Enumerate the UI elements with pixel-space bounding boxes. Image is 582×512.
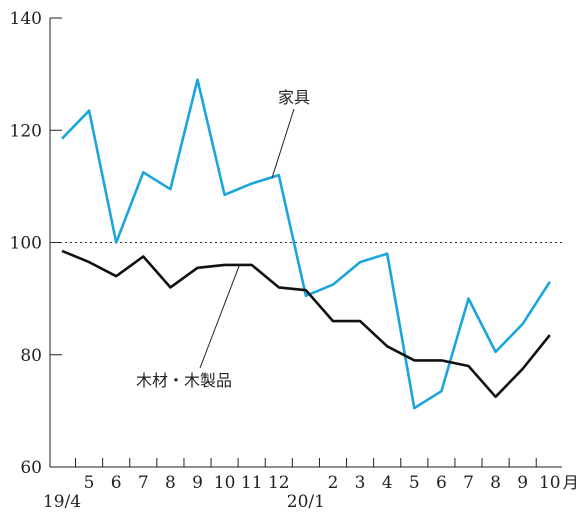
series-line-0 (61, 78, 551, 410)
x-year-label: 20/1 (287, 492, 325, 512)
x-tick-label: 4 (382, 473, 393, 493)
x-tick-label: 12 (268, 473, 290, 493)
x-tick-label: 8 (165, 473, 176, 493)
x-tick-label: 5 (409, 473, 420, 493)
x-tick-label: 6 (436, 473, 447, 493)
series-label-0-leader (271, 108, 295, 179)
series-label-0: 家具 (278, 88, 310, 107)
y-tick-label: 100 (10, 234, 42, 254)
series-label-1: 木材・木製品 (136, 371, 232, 390)
x-tick-label: 2 (328, 473, 339, 493)
x-year-label: 19/4 (43, 492, 81, 512)
x-tick-label: 6 (111, 473, 122, 493)
x-tick-label: 7 (138, 473, 149, 493)
y-tick-label: 120 (10, 121, 42, 141)
x-tick-label: 10 (539, 473, 561, 493)
x-tick-label: 9 (192, 473, 203, 493)
y-tick-label: 80 (20, 346, 42, 366)
y-tick-label: 60 (20, 458, 42, 478)
x-tick-label: 5 (84, 473, 95, 493)
series-lines (61, 78, 551, 410)
x-tick-label: 11 (241, 473, 263, 493)
x-tick-label: 3 (355, 473, 366, 493)
x-tick-label: 10 (214, 473, 236, 493)
series-label-1-leader (199, 264, 240, 369)
x-tick-label: 9 (517, 473, 528, 493)
y-tick-label: 140 (10, 9, 42, 29)
x-unit-label: 月 (563, 473, 579, 492)
x-tick-label: 8 (490, 473, 501, 493)
series-line-1 (61, 249, 551, 399)
x-tick-label: 7 (463, 473, 474, 493)
